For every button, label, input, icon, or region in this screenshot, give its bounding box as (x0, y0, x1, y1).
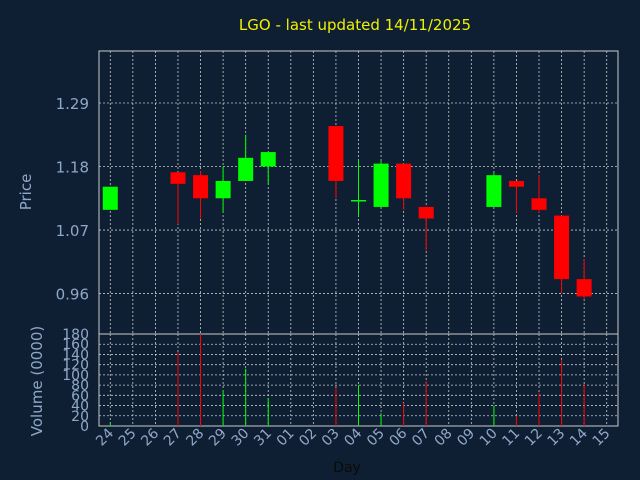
price-axis-label: Price (17, 174, 35, 211)
candle-body (170, 172, 186, 184)
day-tick-label: 04 (341, 425, 365, 449)
candle-body (373, 163, 389, 207)
day-tick-label: 26 (138, 425, 162, 449)
day-tick-label: 10 (477, 426, 501, 450)
candle-body (554, 215, 570, 280)
day-tick-label: 25 (116, 426, 140, 450)
day-tick-label: 08 (432, 426, 456, 450)
day-tick-label: 12 (522, 426, 546, 450)
day-tick-label: 24 (93, 425, 117, 449)
volume-tick-label: 120 (62, 358, 89, 374)
chart-title: LGO - last updated 14/11/2025 (239, 16, 471, 34)
price-axis: 0.96 1.07 1.18 1.29 (56, 95, 89, 304)
day-tick-label: 01 (274, 426, 298, 450)
candles (102, 126, 592, 300)
day-tick-label: 29 (206, 426, 230, 450)
day-tick-label: 31 (251, 426, 275, 450)
volume-tick-label: 0 (80, 419, 89, 435)
day-tick-label: 06 (387, 425, 411, 449)
day-tick-label: 03 (319, 426, 343, 450)
candle-body (238, 157, 254, 181)
candle-body (102, 186, 118, 210)
candle-body (351, 200, 366, 202)
day-tick-label: 14 (567, 425, 591, 449)
candle-body (193, 175, 209, 199)
volume-tick-label: 140 (62, 347, 89, 363)
candle-body (418, 206, 434, 219)
day-tick-label: 11 (499, 426, 523, 450)
price-tick-label: 1.29 (56, 95, 89, 113)
volume-tick-label: 100 (62, 368, 89, 384)
day-tick-label: 05 (364, 426, 388, 450)
day-tick-label: 02 (296, 426, 320, 450)
volume-tick-label: 60 (71, 388, 89, 404)
day-tick-label: 13 (544, 426, 568, 450)
day-axis-label: Day (333, 460, 361, 476)
grid (99, 51, 618, 427)
candle-body (531, 198, 547, 210)
price-tick-label: 0.96 (56, 286, 89, 304)
volume-bars (109, 334, 585, 426)
day-axis: 2425262728293031010203040506070809101112… (93, 425, 613, 449)
volume-tick-label: 160 (62, 337, 89, 353)
volume-tick-label: 20 (71, 409, 89, 425)
volume-tick-label: 40 (71, 399, 89, 415)
candle-body (508, 180, 524, 187)
volume-tick-label: 80 (71, 378, 89, 394)
candle-body (486, 175, 502, 207)
candle-body (215, 180, 231, 199)
candle-body (576, 279, 592, 297)
candle-body (328, 126, 344, 181)
day-tick-label: 30 (229, 426, 253, 450)
day-tick-label: 27 (161, 426, 185, 450)
day-tick-label: 28 (183, 426, 207, 450)
volume-tick-label: 180 (62, 327, 89, 343)
day-tick-label: 15 (590, 426, 614, 450)
candle-body (396, 163, 412, 199)
price-tick-label: 1.07 (56, 222, 89, 240)
volume-axis-label: Volume (0000) (28, 326, 46, 436)
day-tick-label: 09 (454, 426, 478, 450)
price-tick-label: 1.18 (56, 159, 89, 177)
candle-body (260, 152, 276, 167)
day-tick-label: 07 (409, 426, 433, 450)
